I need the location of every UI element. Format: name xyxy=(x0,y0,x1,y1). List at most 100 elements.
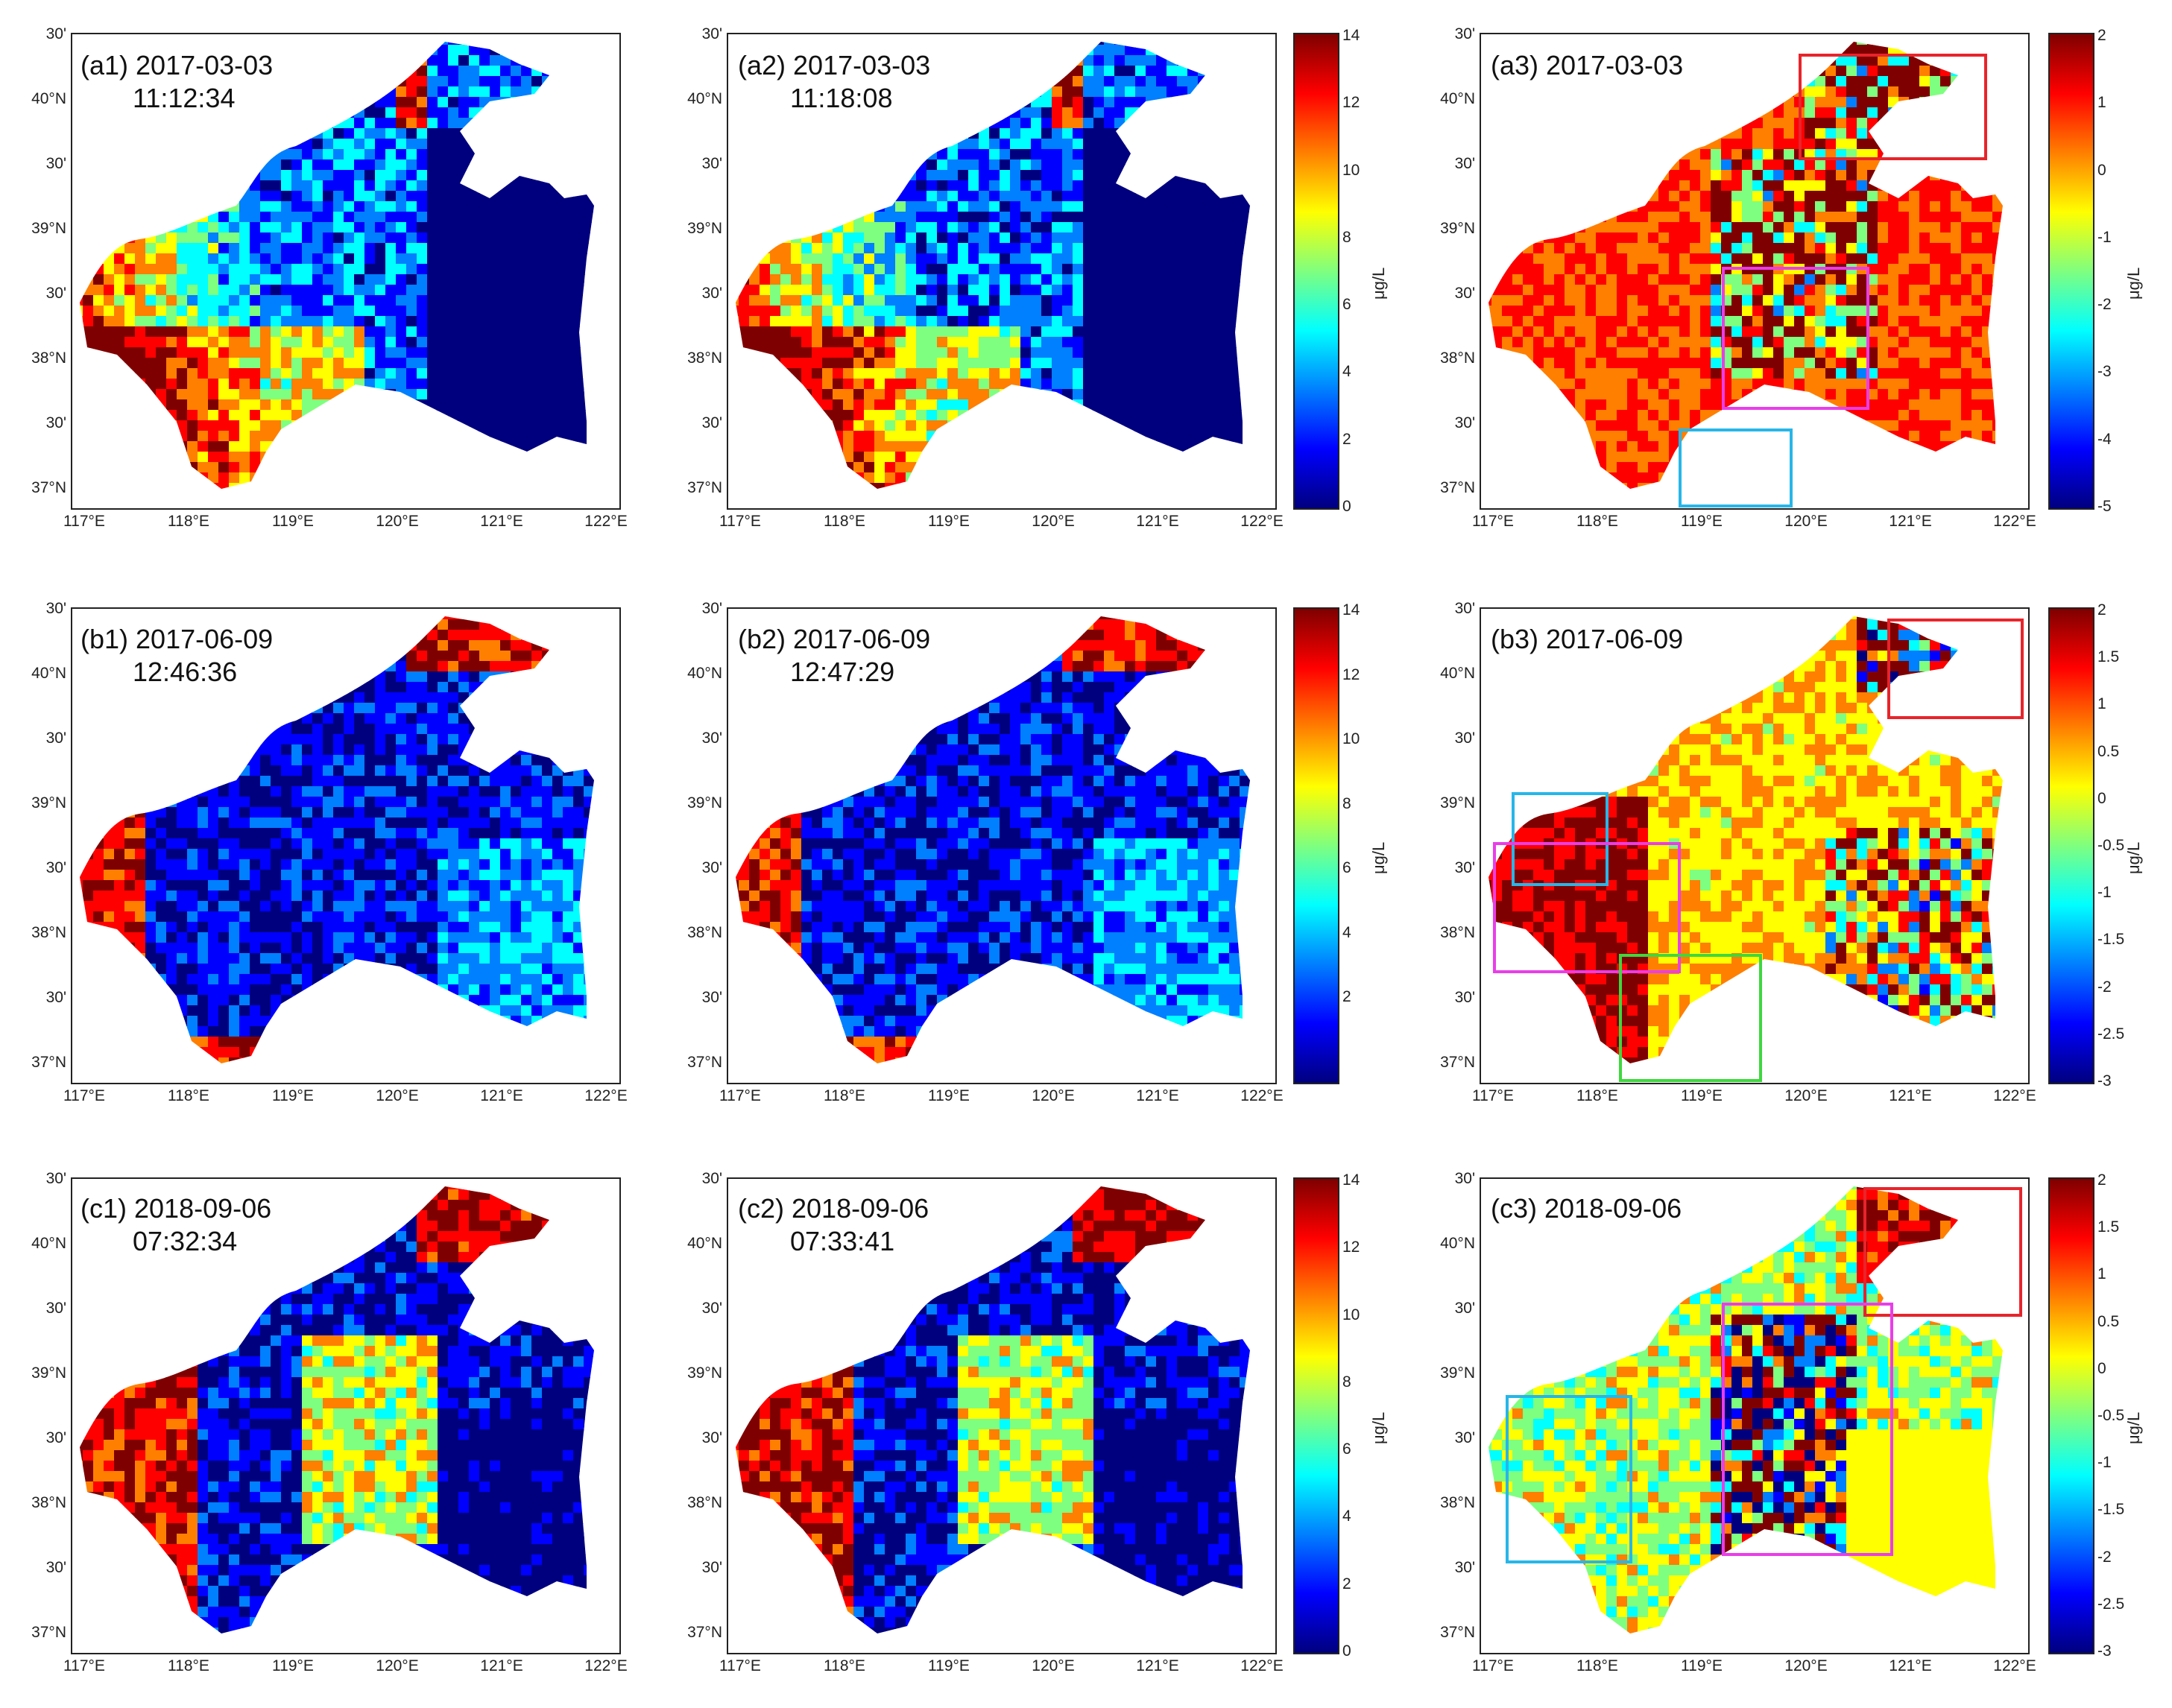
box-red-c3 xyxy=(1863,1187,2022,1317)
x-tick-label: 122°E xyxy=(1236,1657,1288,1675)
y-tick-label: 38°N xyxy=(678,1494,722,1512)
y-tick-label: 30' xyxy=(22,1300,66,1318)
x-tick-label: 122°E xyxy=(580,513,632,531)
y-tick-label: 40°N xyxy=(1430,1235,1475,1253)
colorbar-c3 xyxy=(2048,1177,2094,1654)
x-tick-label: 118°E xyxy=(1571,1087,1623,1105)
colorbar-tick: 4 xyxy=(1342,924,1351,942)
y-tick-label: 30' xyxy=(22,730,66,747)
x-tick-label: 119°E xyxy=(267,513,319,531)
y-tick-label: 30' xyxy=(1430,600,1475,618)
x-tick-label: 117°E xyxy=(1467,513,1519,531)
y-tick-label: 30' xyxy=(1430,285,1475,303)
colorbar-tick: -2 xyxy=(2097,296,2112,314)
x-tick-label: 117°E xyxy=(714,1087,766,1105)
colorbar-tick: 0 xyxy=(1342,498,1351,516)
x-tick-label: 121°E xyxy=(476,513,528,531)
colorbar-tick: 0 xyxy=(1342,1642,1351,1660)
x-tick-label: 120°E xyxy=(1780,1087,1832,1105)
box-red-a3 xyxy=(1799,54,1987,160)
colorbar-unit: μg/L xyxy=(2124,842,2144,874)
y-tick-label: 40°N xyxy=(22,1235,66,1253)
x-tick-label: 119°E xyxy=(267,1087,319,1105)
sea-map-a2 xyxy=(736,42,1250,489)
x-tick-label: 118°E xyxy=(1571,513,1623,531)
colorbar-tick: 12 xyxy=(1342,1239,1360,1256)
map-b3 xyxy=(1480,607,2030,1084)
x-tick-label: 120°E xyxy=(1780,1657,1832,1675)
y-tick-label: 30' xyxy=(1430,1429,1475,1447)
x-tick-label: 117°E xyxy=(58,513,110,531)
x-tick-label: 119°E xyxy=(1676,1087,1728,1105)
x-tick-label: 121°E xyxy=(1884,1087,1936,1105)
x-tick-label: 119°E xyxy=(923,513,975,531)
colorbar-tick: 6 xyxy=(1342,859,1351,877)
colorbar-tick: -2.5 xyxy=(2097,1025,2124,1043)
y-tick-label: 38°N xyxy=(22,1494,66,1512)
y-tick-label: 30' xyxy=(22,25,66,43)
y-tick-label: 30' xyxy=(1430,25,1475,43)
y-tick-label: 38°N xyxy=(1430,924,1475,942)
x-tick-label: 122°E xyxy=(1989,1087,2041,1105)
x-tick-label: 121°E xyxy=(1131,1657,1184,1675)
sea-map-b2 xyxy=(736,616,1250,1063)
y-tick-label: 39°N xyxy=(678,1364,722,1382)
panel-label-c1: (c1) 2018-09-06 07:32:34 xyxy=(80,1192,271,1258)
y-tick-label: 38°N xyxy=(678,349,722,367)
colorbar-tick: -1 xyxy=(2097,884,2112,902)
x-tick-label: 122°E xyxy=(580,1087,632,1105)
y-tick-label: 39°N xyxy=(22,220,66,238)
colorbar-tick: 2 xyxy=(1342,1575,1351,1593)
y-tick-label: 30' xyxy=(678,1429,722,1447)
y-tick-label: 37°N xyxy=(1430,479,1475,497)
x-tick-label: 121°E xyxy=(476,1657,528,1675)
y-tick-label: 39°N xyxy=(22,794,66,812)
x-tick-label: 119°E xyxy=(1676,513,1728,531)
x-tick-label: 117°E xyxy=(714,513,766,531)
sea-map-c3 xyxy=(1488,1186,2003,1633)
y-tick-label: 30' xyxy=(22,414,66,432)
x-tick-label: 121°E xyxy=(1131,513,1184,531)
y-tick-label: 30' xyxy=(1430,1559,1475,1577)
colorbar-tick: -3 xyxy=(2097,363,2112,381)
colorbar-tick: 8 xyxy=(1342,795,1351,813)
y-tick-label: 30' xyxy=(1430,1170,1475,1188)
y-tick-label: 30' xyxy=(22,989,66,1007)
y-tick-label: 30' xyxy=(678,25,722,43)
colorbar-tick: 14 xyxy=(1342,27,1360,45)
box-magenta-c3 xyxy=(1722,1303,1893,1556)
colorbar-tick: 0 xyxy=(2097,1360,2106,1378)
panel-label-a1: (a1) 2017-03-03 11:12:34 xyxy=(80,49,273,115)
y-tick-label: 30' xyxy=(22,285,66,303)
colorbar-tick: 0.5 xyxy=(2097,743,2119,761)
x-tick-label: 122°E xyxy=(1236,513,1288,531)
x-tick-label: 122°E xyxy=(1236,1087,1288,1105)
x-tick-label: 118°E xyxy=(818,513,871,531)
colorbar-tick: 6 xyxy=(1342,1440,1351,1458)
colorbar-tick: 12 xyxy=(1342,666,1360,684)
y-tick-label: 37°N xyxy=(22,1624,66,1642)
panel-label-a3: (a3) 2017-03-03 xyxy=(1491,49,1683,82)
x-tick-label: 122°E xyxy=(580,1657,632,1675)
colorbar-tick: 10 xyxy=(1342,1306,1360,1324)
colorbar-tick: 6 xyxy=(1342,296,1351,314)
colorbar-tick: 8 xyxy=(1342,229,1351,247)
box-magenta-a3 xyxy=(1722,267,1869,410)
y-tick-label: 37°N xyxy=(678,479,722,497)
x-tick-label: 120°E xyxy=(1027,1657,1079,1675)
sea-map-c2 xyxy=(736,1186,1250,1633)
box-cyan-a3 xyxy=(1679,428,1793,507)
x-tick-label: 117°E xyxy=(1467,1657,1519,1675)
y-tick-label: 30' xyxy=(1430,730,1475,747)
colorbar-tick: -1.5 xyxy=(2097,1501,2124,1519)
colorbar-tick: 14 xyxy=(1342,1171,1360,1189)
y-tick-label: 40°N xyxy=(1430,665,1475,683)
colorbar-tick: -1 xyxy=(2097,229,2112,247)
x-tick-label: 118°E xyxy=(818,1087,871,1105)
map-c2 xyxy=(727,1177,1277,1654)
panel-label-c3: (c3) 2018-09-06 xyxy=(1491,1192,1682,1225)
colorbar-b2 xyxy=(1293,607,1339,1084)
y-tick-label: 30' xyxy=(22,859,66,877)
colorbar-c2 xyxy=(1293,1177,1339,1654)
colorbar-tick: 10 xyxy=(1342,162,1360,180)
